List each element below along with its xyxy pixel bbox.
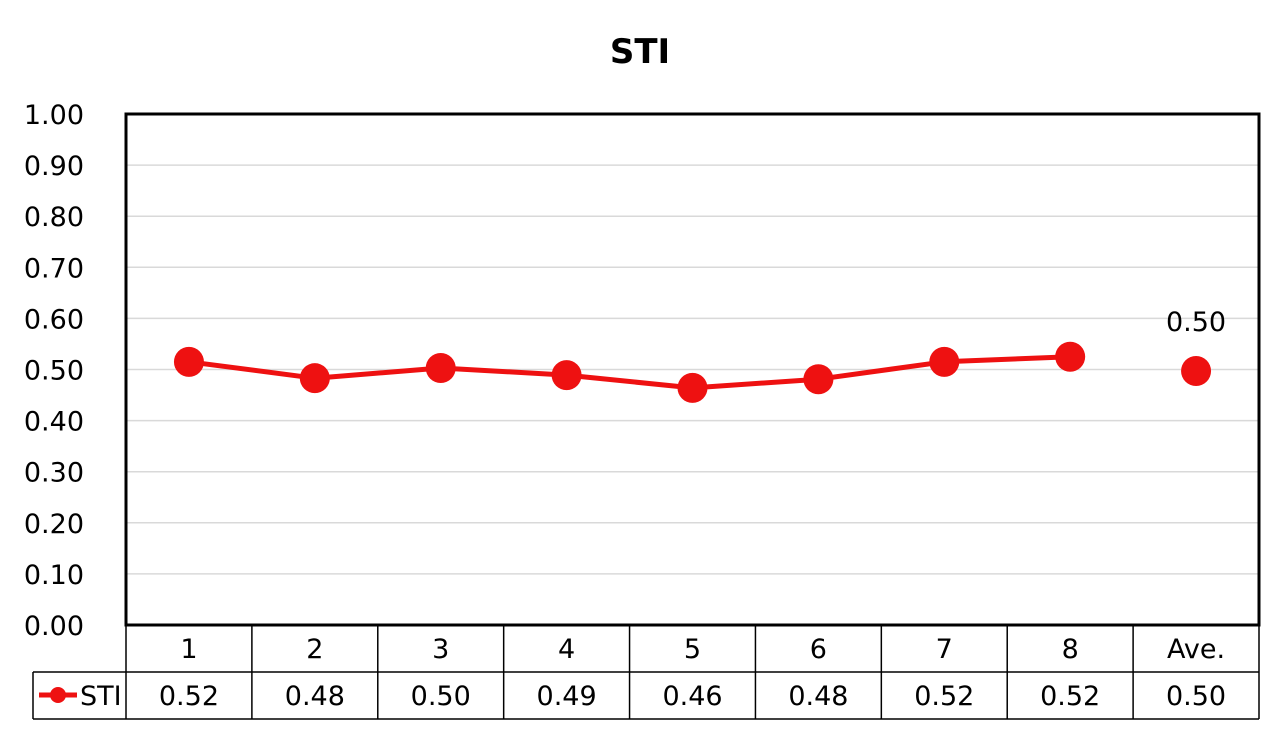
table-value-cell: 0.48 <box>788 681 848 712</box>
x-category-label: 8 <box>1062 634 1079 665</box>
annotations: 0.50 <box>1166 307 1226 338</box>
sti-data-point <box>1181 356 1212 387</box>
y-tick-label: 0.60 <box>24 304 84 335</box>
sti-data-point <box>425 352 456 383</box>
sti-data-point <box>677 372 708 403</box>
x-category-label: Ave. <box>1167 634 1225 665</box>
series-sti <box>173 341 1212 403</box>
y-tick-label: 0.70 <box>24 253 84 284</box>
legend-marker-swatch <box>50 687 66 703</box>
data-label: 0.50 <box>1166 307 1226 338</box>
table-value-cell: 0.48 <box>285 681 345 712</box>
y-tick-label: 0.40 <box>24 407 84 438</box>
table-value-cell: 0.52 <box>914 681 974 712</box>
legend-label: STI <box>80 681 122 712</box>
x-category-label: 7 <box>936 634 953 665</box>
y-tick-label: 0.90 <box>24 151 84 182</box>
data-table: 1 0.52 2 0.48 3 0.50 4 0.49 5 0.46 6 0.48 7 0.52 8 0.52… <box>32 625 1260 720</box>
sti-data-point <box>1055 341 1086 372</box>
sti-data-point <box>173 346 204 377</box>
y-tick-label: 0.50 <box>24 356 84 387</box>
x-category-label: 3 <box>432 634 449 665</box>
table-value-cell: 0.49 <box>537 681 597 712</box>
table-value-cell: 0.50 <box>411 681 471 712</box>
sti-data-point <box>299 363 330 394</box>
y-tick-label: 0.30 <box>24 458 84 489</box>
sti-data-point <box>551 360 582 391</box>
y-tick-label: 0.10 <box>24 560 84 591</box>
sti-data-point <box>803 364 834 395</box>
x-category-label: 1 <box>180 634 197 665</box>
table-value-cell: 0.52 <box>1040 681 1100 712</box>
x-category-label: 5 <box>684 634 701 665</box>
x-category-label: 2 <box>306 634 323 665</box>
sti-data-point <box>929 346 960 377</box>
chart-title: STI <box>610 32 670 72</box>
table-value-cell: 0.50 <box>1166 681 1226 712</box>
table-value-cell: 0.52 <box>159 681 219 712</box>
y-tick-label: 0.00 <box>24 611 84 642</box>
x-category-label: 6 <box>810 634 827 665</box>
sti-series-line <box>188 354 1071 391</box>
y-tick-label: 0.20 <box>24 509 84 540</box>
y-tick-label: 0.80 <box>24 202 84 233</box>
y-tick-label: 1.00 <box>24 100 84 131</box>
x-category-label: 4 <box>558 634 575 665</box>
y-axis-ticks: 0.00 0.10 0.20 0.30 0.40 0.50 0.60 0.70 0.80 0.90… <box>24 100 84 642</box>
table-value-cell: 0.46 <box>662 681 722 712</box>
plot-area-border <box>124 112 1261 627</box>
gridlines <box>126 164 1259 575</box>
